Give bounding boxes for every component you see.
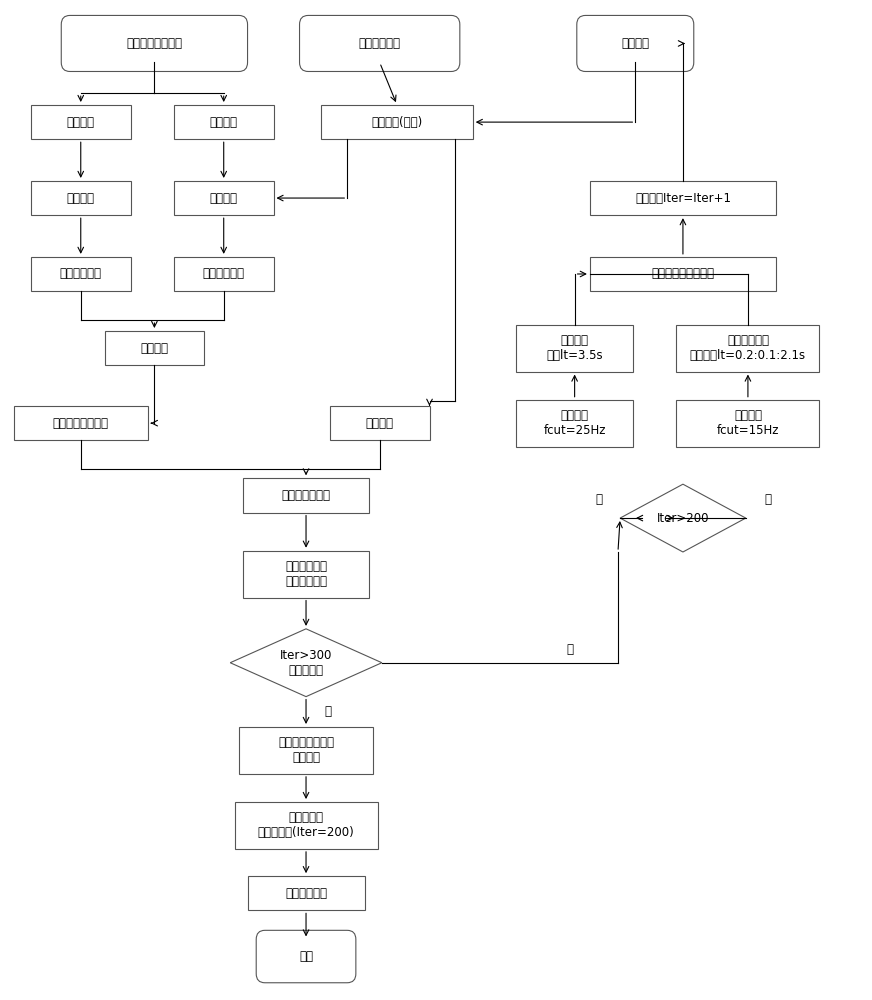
Bar bbox=[330, 406, 430, 440]
Text: 输入观测系统: 输入观测系统 bbox=[358, 37, 400, 50]
Text: 否: 否 bbox=[567, 643, 574, 656]
Text: 输入实际观测记录: 输入实际观测记录 bbox=[126, 37, 182, 50]
Bar bbox=[174, 181, 274, 215]
FancyBboxPatch shape bbox=[576, 15, 694, 71]
Bar bbox=[248, 876, 364, 910]
Bar bbox=[31, 181, 131, 215]
Text: 常规时间域
全波形反演(Iter=200): 常规时间域 全波形反演(Iter=200) bbox=[257, 811, 354, 839]
Bar bbox=[589, 257, 776, 291]
FancyBboxPatch shape bbox=[256, 930, 356, 983]
Text: 正演模拟(时窗): 正演模拟(时窗) bbox=[371, 116, 423, 129]
Bar bbox=[31, 257, 131, 291]
Bar bbox=[516, 400, 633, 447]
Bar bbox=[243, 478, 369, 513]
Bar bbox=[321, 105, 473, 139]
Text: 否: 否 bbox=[764, 493, 771, 506]
Bar bbox=[243, 551, 369, 598]
Polygon shape bbox=[230, 629, 382, 697]
Bar bbox=[677, 400, 820, 447]
Text: 波场残差: 波场残差 bbox=[140, 342, 168, 355]
Bar bbox=[14, 406, 148, 440]
Text: 互相关计算梯度: 互相关计算梯度 bbox=[282, 489, 330, 502]
Text: 处理正演记录: 处理正演记录 bbox=[202, 267, 245, 280]
Polygon shape bbox=[620, 484, 746, 552]
Text: 速度模型: 速度模型 bbox=[621, 37, 650, 50]
Text: 结束: 结束 bbox=[299, 950, 313, 963]
Text: 处理观测记录: 处理观测记录 bbox=[60, 267, 102, 280]
Bar bbox=[516, 325, 633, 372]
Text: Iter>300
精度要求？: Iter>300 精度要求？ bbox=[280, 649, 332, 677]
Text: 是: 是 bbox=[595, 493, 602, 506]
Bar bbox=[174, 105, 274, 139]
Text: 低通滤波: 低通滤波 bbox=[67, 192, 95, 205]
Text: 估计子波: 估计子波 bbox=[210, 116, 238, 129]
Bar bbox=[235, 802, 378, 849]
Text: 截断时窗
长度lt=3.5s: 截断时窗 长度lt=3.5s bbox=[547, 334, 603, 362]
Bar bbox=[589, 181, 776, 215]
Text: 更换超随机震源编码: 更换超随机震源编码 bbox=[651, 267, 714, 280]
Text: 正传波场: 正传波场 bbox=[365, 417, 393, 430]
Bar bbox=[105, 331, 204, 365]
Bar bbox=[31, 105, 131, 139]
Text: 低通滤波: 低通滤波 bbox=[210, 192, 238, 205]
Text: 截断时窗: 截断时窗 bbox=[67, 116, 95, 129]
Text: 截断频率
fcut=15Hz: 截断频率 fcut=15Hz bbox=[717, 409, 780, 437]
Bar bbox=[239, 727, 373, 774]
FancyBboxPatch shape bbox=[61, 15, 248, 71]
Bar bbox=[174, 257, 274, 291]
Text: 截断频率
fcut=25Hz: 截断频率 fcut=25Hz bbox=[543, 409, 606, 437]
Bar bbox=[677, 325, 820, 372]
Text: 最终反演结果: 最终反演结果 bbox=[285, 887, 327, 900]
FancyBboxPatch shape bbox=[300, 15, 460, 71]
Text: 波场残差反传波场: 波场残差反传波场 bbox=[53, 417, 109, 430]
Text: Iter>200: Iter>200 bbox=[657, 512, 709, 525]
Text: 是: 是 bbox=[324, 705, 331, 718]
Text: 截断时窗低通滤波
反演结果: 截断时窗低通滤波 反演结果 bbox=[278, 736, 334, 764]
Text: 迭代次数Iter=Iter+1: 迭代次数Iter=Iter+1 bbox=[635, 192, 731, 205]
Text: 超记忆梯度法
计算更新方向: 超记忆梯度法 计算更新方向 bbox=[285, 560, 327, 588]
Text: 逐渐增加截断
时窗长度lt=0.2:0.1:2.1s: 逐渐增加截断 时窗长度lt=0.2:0.1:2.1s bbox=[690, 334, 806, 362]
